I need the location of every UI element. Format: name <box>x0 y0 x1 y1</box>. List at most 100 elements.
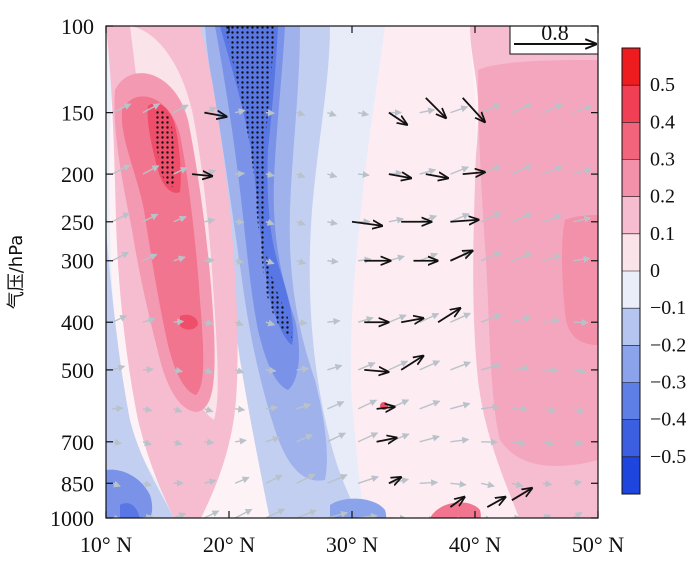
wind-vector <box>511 315 532 323</box>
wind-vector <box>327 219 338 226</box>
wind-vector <box>296 219 306 226</box>
wind-vector <box>480 251 502 262</box>
wind-vector <box>388 254 405 262</box>
wind-vector <box>265 171 275 178</box>
wind-vector <box>173 255 186 263</box>
x-tick-label: 30° N <box>326 532 378 557</box>
wind-vector <box>265 219 275 226</box>
wind-vector <box>173 366 183 374</box>
significant-wind-vector <box>400 356 423 371</box>
wind-vector <box>357 362 376 371</box>
wind-vector <box>327 401 345 410</box>
significant-wind-vector <box>449 497 464 508</box>
wind-vector <box>173 167 188 175</box>
significant-wind-vector <box>388 477 401 483</box>
colorbar-label: −0.3 <box>650 372 686 394</box>
wind-vector <box>358 110 369 117</box>
colorbar-label: −0.2 <box>650 334 686 356</box>
wind-vector <box>142 165 160 175</box>
wind-vector <box>204 257 215 264</box>
colorbar-swatch <box>622 122 640 160</box>
wind-vector <box>327 510 349 518</box>
wind-vector <box>265 109 276 117</box>
wind-vector <box>235 405 246 413</box>
wind-vector <box>204 478 217 486</box>
significant-wind-vector <box>462 172 485 174</box>
contour-region <box>106 230 174 518</box>
colorbar-swatch <box>622 345 640 383</box>
contour-region <box>120 503 140 518</box>
wind-vector <box>388 314 407 323</box>
wind-vector <box>111 315 128 323</box>
wind-vector <box>142 103 161 114</box>
wind-vector <box>234 508 253 518</box>
y-tick-label: 500 <box>61 358 94 383</box>
wind-vector <box>111 212 130 223</box>
wind-vector <box>573 215 592 223</box>
wind-vector <box>573 104 593 114</box>
wind-vector <box>480 313 502 323</box>
wind-vector <box>204 438 215 446</box>
y-axis-title: 气压/hPa <box>6 235 27 310</box>
wind-vector <box>419 479 439 487</box>
wind-vector <box>111 480 121 488</box>
contour-region <box>349 26 520 518</box>
wind-vector <box>112 438 122 446</box>
colorbar-swatch <box>622 196 640 235</box>
wind-vector <box>573 167 593 175</box>
significant-wind-vector <box>511 488 532 501</box>
stipple-region <box>154 109 175 187</box>
wind-vector <box>142 480 152 488</box>
wind-vector <box>204 367 214 374</box>
colorbar-swatch <box>622 271 640 309</box>
wind-vector <box>296 319 308 327</box>
wind-vector <box>111 164 131 175</box>
wind-vector <box>542 317 561 325</box>
y-tick-label: 200 <box>61 162 94 187</box>
wind-vector <box>542 253 562 262</box>
wind-vector <box>481 403 500 411</box>
colorbar-label: −0.5 <box>650 446 686 468</box>
colorbar-label: −0.4 <box>650 409 686 431</box>
wind-vector <box>173 215 187 223</box>
wind-vector <box>542 406 557 414</box>
wind-vector <box>419 434 440 443</box>
wind-vector <box>480 362 501 371</box>
colorbar-swatch <box>622 419 640 458</box>
significant-wind-vector <box>437 308 460 323</box>
significant-wind-vector <box>351 222 382 226</box>
significant-wind-vector <box>462 97 485 122</box>
x-tick-label: 40° N <box>449 532 501 557</box>
wind-vector <box>142 317 156 324</box>
wind-vector <box>511 481 524 488</box>
significant-wind-vector <box>425 97 446 118</box>
wind-vector <box>542 103 564 114</box>
wind-vector <box>573 406 585 414</box>
wind-vector <box>481 481 495 489</box>
wind-vector <box>327 257 339 265</box>
significant-wind-vector <box>192 174 212 176</box>
significant-wind-vector <box>486 497 505 508</box>
wind-vector <box>419 400 441 410</box>
wind-vector <box>450 213 470 223</box>
wind-vector <box>327 474 348 484</box>
wind-vector <box>204 510 220 518</box>
wind-vector <box>204 319 214 327</box>
wind-vector <box>388 360 409 371</box>
x-axis: 10° N 20° N 30° N 40° N 50° N <box>80 26 624 557</box>
wind-vector <box>142 213 159 223</box>
wind-vector <box>173 318 185 326</box>
contour-region <box>562 215 598 345</box>
wind-vector <box>204 406 214 413</box>
y-tick-label: 400 <box>61 310 94 335</box>
wind-vector <box>327 110 337 117</box>
wind-vector <box>327 318 341 325</box>
x-tick-label: 20° N <box>203 532 255 557</box>
significant-wind-vector <box>388 111 407 125</box>
wind-vector <box>142 366 154 374</box>
wind-vector <box>511 364 530 372</box>
wind-vector <box>357 432 379 443</box>
y-tick-label: 300 <box>61 249 94 274</box>
y-tick-label: 150 <box>61 101 94 126</box>
y-tick-label: 700 <box>61 430 94 455</box>
